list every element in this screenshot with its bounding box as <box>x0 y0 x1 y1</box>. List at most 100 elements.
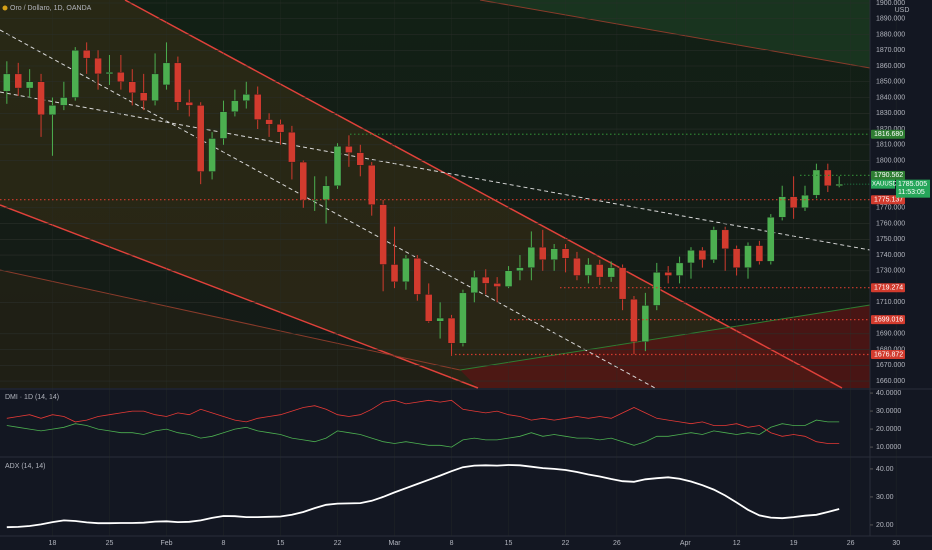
price-label: 1719.274 <box>874 285 903 292</box>
candle-body <box>128 81 136 93</box>
x-tick-label: 15 <box>277 540 285 547</box>
symbol-icon <box>2 5 8 11</box>
channel-fill <box>0 0 842 388</box>
x-tick-label: 26 <box>847 540 855 547</box>
lower-zone <box>0 270 478 388</box>
candle-body <box>835 183 843 186</box>
candle-body <box>356 152 365 166</box>
indicator-line <box>6 399 840 444</box>
price-label: 1676.872 <box>874 351 903 358</box>
currency: USD <box>895 7 910 14</box>
candle-body <box>379 204 387 265</box>
candle-body <box>322 185 330 201</box>
candle-body <box>14 73 22 89</box>
candle-body <box>105 72 114 75</box>
channel-upper <box>124 0 843 389</box>
candle-body <box>139 92 148 101</box>
y-tick-label: 1760.000 <box>876 220 905 227</box>
candle-body <box>413 257 422 295</box>
candle-body <box>493 283 501 287</box>
trend-line <box>479 0 871 69</box>
chart-title: Oro / Dollaro, 1D, OANDA <box>10 5 92 12</box>
countdown: 11:53:05 <box>898 189 925 196</box>
candle-body <box>162 62 171 86</box>
y-tick-label: 1860.000 <box>876 63 905 70</box>
candle-body <box>618 267 627 300</box>
y-tick-label: 1850.000 <box>876 79 905 86</box>
x-tick-label: 18 <box>49 540 57 547</box>
price-label: 1790.562 <box>874 172 903 179</box>
candle-body <box>516 267 524 271</box>
x-tick-label: 8 <box>450 540 454 547</box>
x-tick-label: 15 <box>505 540 513 547</box>
price-label-bg <box>871 129 905 139</box>
candle-body <box>527 246 536 268</box>
candle-body <box>368 165 376 205</box>
candle-body <box>94 57 102 75</box>
candle-body <box>641 305 650 342</box>
last-price-bg <box>896 179 930 198</box>
indicator-title: DMI · 1D (14, 14) <box>5 394 59 401</box>
x-tick-label: 12 <box>733 540 741 547</box>
indicator-title: ADX (14, 14) <box>5 463 45 470</box>
candle-body <box>117 72 125 82</box>
candle-body <box>436 317 444 322</box>
x-tick-label: 25 <box>106 540 114 547</box>
candle-body <box>584 264 593 276</box>
y-tick-label: 10.0000 <box>876 444 901 451</box>
candle-body <box>767 217 775 262</box>
candle-body <box>653 272 661 306</box>
price-label-bg <box>871 283 905 293</box>
price-label: 1816.680 <box>874 131 903 138</box>
candle-body <box>710 229 718 260</box>
trend-line <box>459 304 871 371</box>
y-tick-label: 40.00 <box>876 466 894 473</box>
x-tick-label: 26 <box>613 540 621 547</box>
y-tick-label: 1890.000 <box>876 16 905 23</box>
candle-body <box>265 119 273 125</box>
candle-body <box>82 50 91 59</box>
candle-body <box>333 146 342 186</box>
x-tick-label: Feb <box>160 540 172 547</box>
candle-body <box>48 105 57 116</box>
y-tick-label: 30.00 <box>876 494 894 501</box>
price-label: 1699.016 <box>874 316 903 323</box>
y-tick-label: 1810.000 <box>876 142 905 149</box>
y-tick-label: 1710.000 <box>876 299 905 306</box>
candle-body <box>539 246 547 260</box>
y-tick-label: 20.00 <box>876 522 894 529</box>
price-label-bg <box>871 170 905 180</box>
candle-body <box>390 264 399 283</box>
y-tick-label: 1690.000 <box>876 331 905 338</box>
candle-body <box>425 294 433 322</box>
candle-body <box>664 272 672 276</box>
price-label-bg <box>871 349 905 359</box>
candle-body <box>60 97 68 106</box>
candle-body <box>447 317 456 344</box>
y-tick-label: 20.0000 <box>876 426 901 433</box>
symbol-label: XAUUSD <box>872 182 898 188</box>
candle-body <box>71 50 79 98</box>
candle-body <box>573 257 581 276</box>
y-tick-label: 1900.000 <box>876 0 905 7</box>
candle-body <box>208 138 216 172</box>
y-tick-label: 1870.000 <box>876 47 905 54</box>
candle-body <box>276 124 285 133</box>
candle-body <box>482 276 490 284</box>
candle-body <box>721 229 729 249</box>
y-tick-label: 1800.000 <box>876 157 905 164</box>
candle-body <box>25 81 34 89</box>
candle-body <box>630 298 638 342</box>
candle-body <box>801 194 809 208</box>
candle-body <box>311 199 319 202</box>
y-tick-label: 1840.000 <box>876 94 905 101</box>
y-tick-label: 40.0000 <box>876 390 901 397</box>
x-tick-label: 30 <box>892 540 900 547</box>
candle-body <box>174 62 182 103</box>
candle-body <box>687 250 695 264</box>
indicator-line <box>6 419 840 448</box>
x-tick-label: 8 <box>222 540 226 547</box>
channel-lower <box>0 204 479 389</box>
x-tick-label: Mar <box>388 540 401 547</box>
